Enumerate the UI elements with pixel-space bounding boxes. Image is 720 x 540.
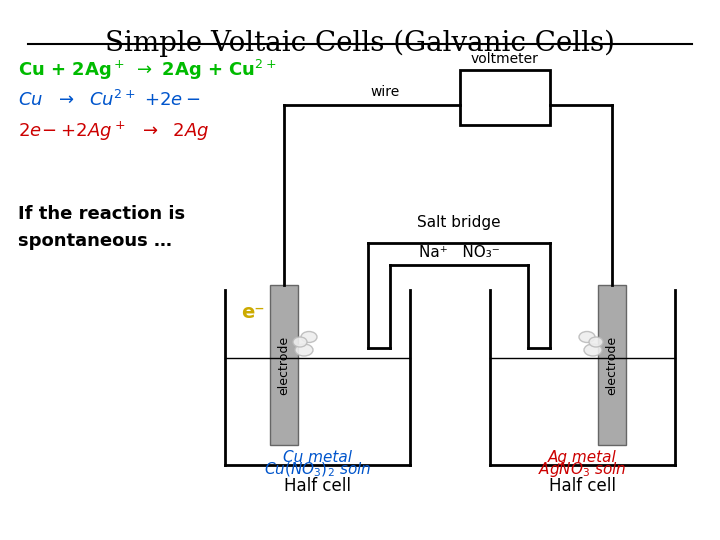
Text: $\it{Cu(NO_3)_2}$ $\it{soln}$: $\it{Cu(NO_3)_2}$ $\it{soln}$ [264, 461, 371, 479]
Text: Half cell: Half cell [284, 477, 351, 495]
Bar [460, 70, 550, 125]
Text: wire: wire [370, 85, 400, 99]
Text: $\bf{\it{2e\!-\! +\! 2Ag^+}}$  $\rightarrow$  $\bf{\it{2Ag}}$: $\bf{\it{2e\!-\! +\! 2Ag^+}}$ $\rightarr… [18, 120, 210, 143]
Ellipse shape [293, 337, 307, 347]
Text: electrode: electrode [277, 335, 290, 395]
Ellipse shape [295, 344, 313, 356]
Text: If the reaction is: If the reaction is [18, 205, 185, 223]
Text: Salt bridge: Salt bridge [417, 215, 501, 230]
Ellipse shape [589, 337, 603, 347]
Text: Half cell: Half cell [549, 477, 616, 495]
Text: voltmeter: voltmeter [471, 52, 539, 66]
Text: $\it{Cu}$  $\rightarrow$  $\it{Cu^{2+}}$ $\it{+ 2e-}$: $\it{Cu}$ $\rightarrow$ $\it{Cu^{2+}}$ $… [18, 90, 200, 110]
Text: Na⁺   NO₃⁻: Na⁺ NO₃⁻ [418, 245, 500, 260]
Ellipse shape [301, 332, 317, 342]
Text: $\it{AgNO_3}$ $\it{soln}$: $\it{AgNO_3}$ $\it{soln}$ [539, 460, 627, 479]
Text: electrode: electrode [606, 335, 618, 395]
Text: Cu metal: Cu metal [283, 450, 352, 465]
Text: e⁻: e⁻ [241, 303, 265, 322]
Text: Simple Voltaic Cells (Galvanic Cells): Simple Voltaic Cells (Galvanic Cells) [105, 30, 615, 57]
Text: spontaneous …: spontaneous … [18, 232, 172, 250]
Bar [598, 285, 626, 445]
Ellipse shape [584, 344, 602, 356]
Text: Ag metal: Ag metal [548, 450, 617, 465]
Ellipse shape [579, 332, 595, 342]
Text: Cu + 2Ag$^+$ $\rightarrow$ 2Ag + Cu$^{2+}$: Cu + 2Ag$^+$ $\rightarrow$ 2Ag + Cu$^{2+… [18, 58, 276, 82]
Bar [270, 285, 298, 445]
